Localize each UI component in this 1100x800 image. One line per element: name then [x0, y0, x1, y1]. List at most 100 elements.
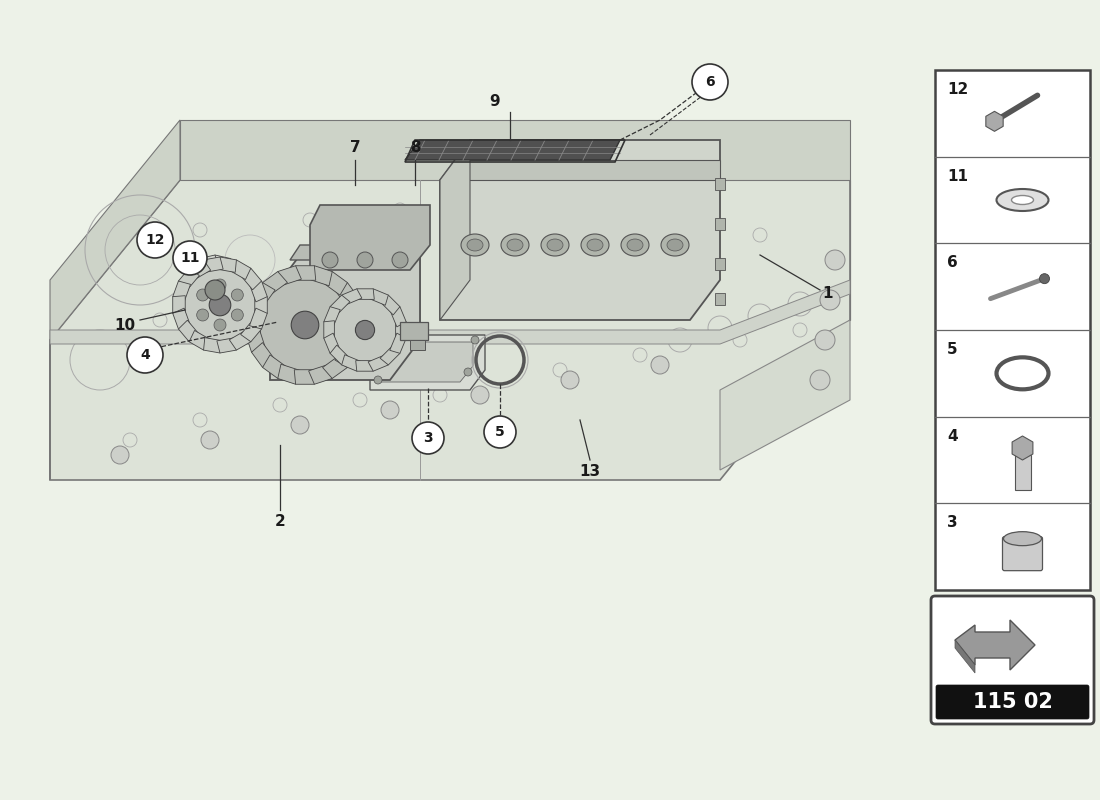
- Polygon shape: [229, 330, 251, 350]
- FancyBboxPatch shape: [935, 70, 1090, 590]
- FancyBboxPatch shape: [931, 596, 1094, 724]
- Polygon shape: [389, 306, 406, 327]
- Polygon shape: [323, 333, 340, 354]
- Polygon shape: [173, 296, 185, 314]
- Polygon shape: [323, 306, 340, 327]
- Polygon shape: [295, 266, 316, 280]
- Bar: [400, 322, 428, 340]
- Circle shape: [810, 370, 830, 390]
- Ellipse shape: [547, 239, 563, 251]
- Circle shape: [692, 64, 728, 100]
- Polygon shape: [342, 354, 362, 371]
- Bar: [715, 218, 725, 230]
- Polygon shape: [368, 354, 388, 371]
- Circle shape: [138, 222, 173, 258]
- Polygon shape: [278, 266, 301, 286]
- Circle shape: [322, 252, 338, 268]
- Circle shape: [231, 289, 243, 301]
- Text: 12: 12: [947, 82, 968, 97]
- Circle shape: [392, 252, 408, 268]
- Ellipse shape: [461, 234, 490, 256]
- Polygon shape: [955, 620, 1035, 670]
- Polygon shape: [342, 289, 362, 306]
- Polygon shape: [309, 266, 332, 286]
- Polygon shape: [720, 320, 850, 470]
- Circle shape: [471, 336, 478, 344]
- Text: 11: 11: [947, 169, 968, 184]
- Polygon shape: [200, 312, 218, 325]
- Polygon shape: [370, 335, 485, 390]
- Polygon shape: [263, 355, 287, 378]
- Text: 13: 13: [580, 465, 601, 479]
- Circle shape: [292, 416, 309, 434]
- Polygon shape: [180, 268, 197, 287]
- Polygon shape: [173, 308, 190, 329]
- Circle shape: [333, 298, 397, 362]
- Bar: [715, 293, 725, 305]
- Polygon shape: [389, 333, 406, 354]
- Text: 4: 4: [947, 429, 958, 444]
- Circle shape: [464, 368, 472, 376]
- Polygon shape: [270, 255, 420, 380]
- Circle shape: [651, 356, 669, 374]
- Polygon shape: [381, 295, 400, 315]
- Text: 11: 11: [180, 251, 200, 265]
- Circle shape: [412, 422, 444, 454]
- Polygon shape: [229, 260, 251, 279]
- Polygon shape: [212, 312, 230, 325]
- Ellipse shape: [1003, 532, 1042, 546]
- Polygon shape: [322, 355, 348, 378]
- Polygon shape: [250, 281, 267, 302]
- Text: 3: 3: [947, 515, 958, 530]
- Polygon shape: [405, 140, 620, 160]
- Polygon shape: [223, 304, 242, 322]
- Circle shape: [815, 330, 835, 350]
- Circle shape: [484, 416, 516, 448]
- Bar: [410, 340, 425, 350]
- Polygon shape: [200, 255, 218, 268]
- Polygon shape: [217, 257, 236, 272]
- Polygon shape: [440, 140, 720, 320]
- Polygon shape: [223, 258, 242, 276]
- Polygon shape: [233, 268, 249, 287]
- Text: 115 02: 115 02: [972, 692, 1053, 712]
- Ellipse shape: [627, 239, 644, 251]
- Text: 7: 7: [350, 141, 361, 155]
- Circle shape: [258, 279, 351, 371]
- Polygon shape: [290, 245, 400, 260]
- Polygon shape: [344, 329, 364, 352]
- Polygon shape: [323, 321, 334, 339]
- Circle shape: [173, 241, 207, 275]
- Polygon shape: [204, 338, 223, 353]
- Polygon shape: [440, 140, 470, 320]
- Polygon shape: [241, 320, 262, 342]
- Polygon shape: [212, 255, 230, 268]
- Ellipse shape: [500, 234, 529, 256]
- Polygon shape: [310, 205, 430, 270]
- Bar: [715, 258, 725, 270]
- Circle shape: [209, 294, 231, 316]
- Text: 2: 2: [275, 514, 285, 530]
- Polygon shape: [180, 120, 850, 320]
- FancyBboxPatch shape: [1002, 537, 1043, 570]
- Circle shape: [820, 290, 840, 310]
- Polygon shape: [245, 298, 266, 322]
- Text: 9: 9: [490, 94, 500, 110]
- Ellipse shape: [541, 234, 569, 256]
- Circle shape: [292, 311, 319, 339]
- Text: 6: 6: [705, 75, 715, 89]
- Circle shape: [201, 431, 219, 449]
- Text: 5: 5: [495, 425, 505, 439]
- Circle shape: [197, 289, 209, 301]
- Polygon shape: [180, 293, 197, 312]
- Circle shape: [825, 250, 845, 270]
- Polygon shape: [240, 282, 249, 298]
- Polygon shape: [350, 314, 364, 336]
- Ellipse shape: [661, 234, 689, 256]
- Polygon shape: [233, 293, 249, 312]
- Polygon shape: [334, 282, 359, 307]
- Polygon shape: [355, 289, 374, 299]
- Text: 10: 10: [114, 318, 135, 333]
- Text: 4: 4: [140, 348, 150, 362]
- Polygon shape: [173, 281, 190, 302]
